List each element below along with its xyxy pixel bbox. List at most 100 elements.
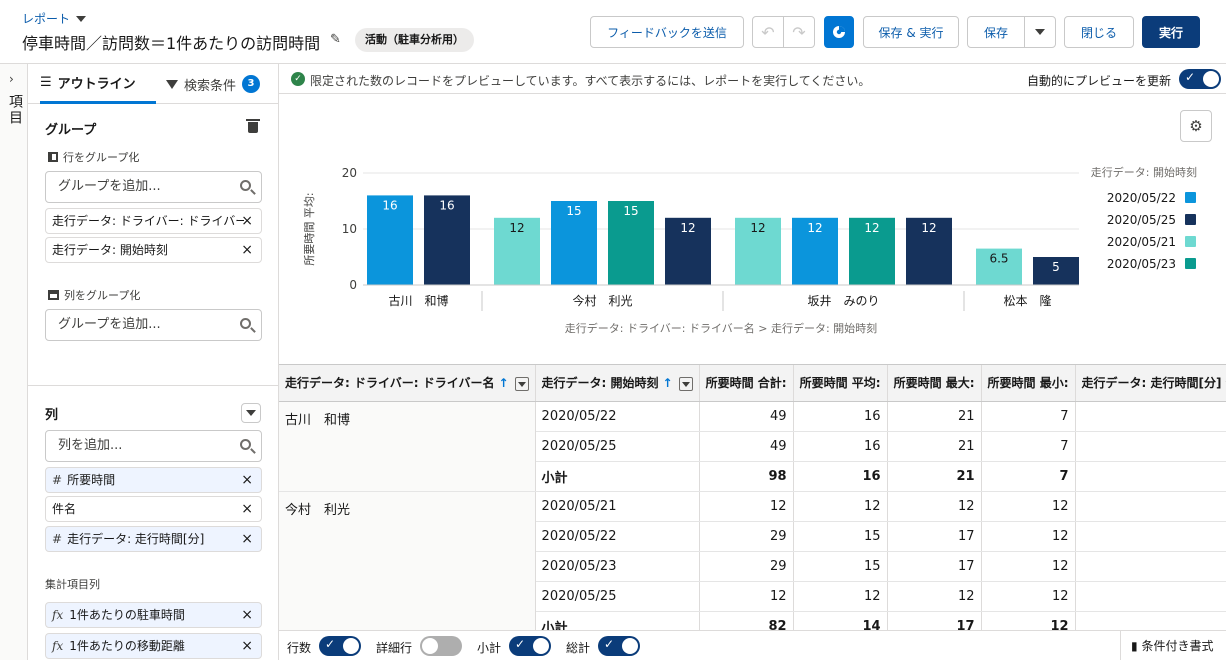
column-header[interactable]: 走行データ: 開始時刻 ↑	[535, 365, 700, 402]
x-category-label: 古川 和博	[388, 293, 448, 308]
run-button[interactable]: 実行	[1142, 16, 1200, 48]
legend-entry: 2020/05/21	[1107, 235, 1176, 249]
column-header[interactable]: 所要時間 最小:	[981, 365, 1076, 402]
column-header[interactable]: 走行データ: 走行時間[分] 合計	[1075, 365, 1226, 402]
filter-count-badge: 3	[242, 75, 261, 93]
remove-icon[interactable]: ×	[241, 607, 253, 623]
data-label: 12	[864, 221, 879, 235]
detail-rows-label: 詳細行	[376, 641, 413, 655]
row-group-chip[interactable]: 走行データ: 開始時刻 ×	[45, 237, 262, 263]
column-chip[interactable]: # 走行データ: 走行時間[分] ×	[45, 526, 262, 552]
row-group-chip[interactable]: 走行データ: ドライバー: ドライバー名 ×	[45, 208, 262, 234]
add-column-group-input[interactable]: グループを追加...	[45, 309, 262, 341]
close-button[interactable]: 閉じる	[1064, 16, 1134, 48]
table-cell: 2020/05/22	[535, 521, 700, 552]
chart-toggle-button[interactable]	[824, 16, 854, 48]
grand-total-label: 総計	[566, 641, 591, 655]
columns-menu-button[interactable]	[241, 403, 261, 423]
table-cell: 2020/05/25	[535, 431, 700, 462]
number-icon: #	[52, 473, 63, 487]
redo-button[interactable]: ↷	[783, 16, 815, 48]
table-cell: 29	[699, 551, 794, 582]
column-chip[interactable]: # 所要時間 ×	[45, 467, 262, 493]
column-menu-icon[interactable]	[678, 376, 693, 391]
remove-icon[interactable]: ×	[241, 638, 253, 654]
trash-icon[interactable]	[246, 119, 260, 133]
save-menu-button[interactable]	[1024, 16, 1056, 48]
table-cell: 2020/05/22	[535, 401, 700, 432]
bar	[1033, 257, 1079, 285]
chevron-down-icon[interactable]	[76, 15, 87, 22]
table-cell: 21	[887, 401, 982, 432]
column-header[interactable]: 走行データ: ドライバー: ドライバー名 ↑	[279, 365, 536, 402]
table-cell: 16	[793, 431, 888, 462]
tab-outline[interactable]: ☰ アウトライン	[40, 64, 156, 104]
subtotal-cell: 17	[887, 611, 982, 630]
remove-icon[interactable]: ×	[241, 501, 253, 517]
add-column-input[interactable]: 列を追加...	[45, 430, 262, 462]
x-category-label: 今村 利光	[572, 293, 632, 308]
chart-settings-button[interactable]: ⚙	[1180, 110, 1212, 142]
table-cell: 12	[981, 581, 1076, 612]
table-cell: 7	[1075, 491, 1226, 522]
column-chip[interactable]: 件名 ×	[45, 496, 262, 522]
legend-title: 走行データ: 開始時刻	[1091, 165, 1197, 179]
breadcrumb-label[interactable]: レポート	[22, 12, 71, 26]
remove-icon[interactable]: ×	[241, 242, 253, 258]
save-and-run-button[interactable]: 保存 & 実行	[863, 16, 959, 48]
x-category-label: 坂井 みのり	[807, 294, 879, 308]
column-chip-label: 走行データ: 走行時間[分]	[67, 532, 205, 546]
grand-total-toggle[interactable]: ✓	[598, 636, 640, 656]
column-header-label: 所要時間 合計:	[705, 376, 787, 391]
filter-icon	[166, 79, 178, 89]
tab-filters[interactable]: 検索条件 3	[166, 64, 261, 104]
summary-column-chip-label: 1件あたりの移動距離	[69, 639, 185, 653]
fields-label[interactable]: 項目	[7, 94, 23, 126]
detail-rows-toggle[interactable]	[420, 636, 462, 656]
sort-ascending-icon[interactable]: ↑	[662, 376, 673, 391]
driver-group-cell: 古川 和博	[279, 401, 536, 492]
legend-swatch	[1185, 192, 1196, 203]
search-icon	[240, 439, 251, 450]
pencil-icon[interactable]: ✎	[330, 32, 341, 47]
sort-ascending-icon[interactable]: ↑	[498, 376, 509, 391]
subtotal-cell: 小計	[535, 611, 700, 630]
auto-refresh-label: 自動的にプレビューを更新	[1027, 74, 1172, 88]
feedback-button[interactable]: フィードバックを送信	[590, 16, 744, 48]
report-footer: 行数 ✓ 詳細行 小計 ✓ 総計 ✓ ▮ 条件付き書式	[279, 630, 1226, 660]
column-header-label: 所要時間 最大:	[893, 376, 975, 391]
legend-swatch	[1185, 258, 1196, 269]
remove-icon[interactable]: ×	[241, 213, 253, 229]
section-divider	[28, 385, 278, 386]
remove-icon[interactable]: ×	[241, 531, 253, 547]
conditional-format-button[interactable]: ▮ 条件付き書式	[1120, 631, 1226, 660]
remove-icon[interactable]: ×	[241, 472, 253, 488]
summary-column-chip[interactable]: fx 1件あたりの駐車時間 ×	[45, 602, 262, 628]
column-header-label: 所要時間 最小:	[987, 376, 1069, 391]
undo-button[interactable]: ↶	[752, 16, 784, 48]
column-menu-icon[interactable]	[514, 376, 529, 391]
summary-column-chip[interactable]: fx 1件あたりの移動距離 ×	[45, 633, 262, 659]
data-label: 12	[807, 221, 822, 235]
subtotal-toggle[interactable]: ✓	[509, 636, 551, 656]
column-header[interactable]: 所要時間 最大:	[887, 365, 982, 402]
column-header[interactable]: 所要時間 合計:	[699, 365, 794, 402]
data-label: 16	[439, 198, 454, 212]
data-label: 12	[509, 221, 524, 235]
table-cell: 12	[981, 551, 1076, 582]
column-header[interactable]: 所要時間 平均:	[793, 365, 888, 402]
table-header-row: 走行データ: ドライバー: ドライバー名 ↑ 走行データ: 開始時刻 ↑ 所要時間 合計…	[279, 365, 1226, 402]
row-count-toggle[interactable]: ✓	[319, 636, 361, 656]
table-cell: 12	[981, 491, 1076, 522]
save-button[interactable]: 保存	[967, 16, 1025, 48]
data-label: 6.5	[989, 252, 1008, 266]
add-row-group-input[interactable]: グループを追加...	[45, 171, 262, 203]
breadcrumb[interactable]: レポート	[22, 10, 87, 27]
chevron-right-icon[interactable]: ›	[9, 72, 14, 86]
legend-entry: 2020/05/22	[1107, 191, 1176, 205]
row-group-chip-label: 走行データ: ドライバー: ドライバー名	[52, 214, 244, 228]
fields-rail[interactable]: › 項目	[0, 64, 28, 660]
summary-columns-label: 集計項目列	[45, 578, 100, 591]
table-cell: 2020/05/21	[535, 491, 700, 522]
auto-refresh-toggle[interactable]: ✓	[1179, 69, 1221, 89]
